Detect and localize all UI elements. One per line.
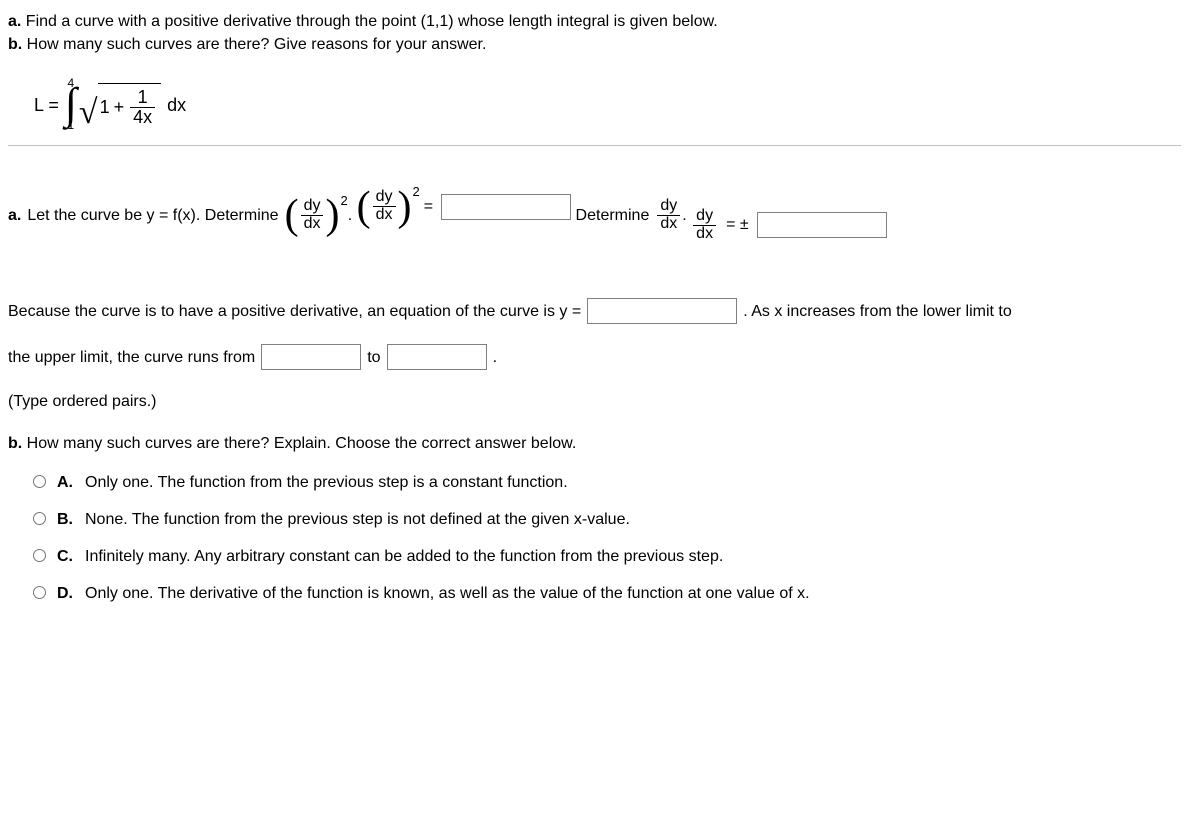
from-point-input[interactable] [261,344,361,370]
choice-a-text: Only one. The function from the previous… [85,471,568,494]
choice-c[interactable]: C. Infinitely many. Any arbitrary consta… [28,545,1181,568]
choice-c-text: Infinitely many. Any arbitrary constant … [85,545,723,568]
determine: Determine [576,204,650,227]
choice-a[interactable]: A. Only one. The function from the previ… [28,471,1181,494]
choice-c-radio[interactable] [33,549,46,562]
dx: dx [301,215,324,233]
equals: = [424,195,433,218]
dydx2-answer-row: ( dy dx ) 2 = [357,186,571,228]
part-a-label: a. [8,204,21,227]
y-equals-input[interactable] [587,298,737,324]
part-b-label: b. [8,435,22,452]
stem-a-label: a. [8,13,21,30]
dydx-sq-expr-2: ( dy dx ) [357,186,412,228]
dy: dy [693,208,716,225]
dy: dy [373,189,396,206]
choice-b-radio[interactable] [33,512,46,525]
choice-b[interactable]: B. None. The function from the previous … [28,508,1181,531]
frac-den: 4x [130,107,155,127]
dydx-input[interactable] [757,212,887,238]
plus: + [114,94,125,120]
stem-line-a: a. Find a curve with a positive derivati… [8,10,1181,33]
sentence-1: Because the curve is to have a positive … [8,300,581,323]
part-b-prompt: b. How many such curves are there? Expla… [8,432,1181,455]
choice-d-letter: D. [57,582,77,605]
integral-lhs: L = [34,92,59,118]
question-stem: a. Find a curve with a positive derivati… [8,10,1181,56]
dydx-frac-4: dy dx [693,208,716,243]
rparen-icon: ) [325,194,339,236]
determine-dydx-row: Determine dy dx . [576,198,687,233]
exponent-2: 2 [413,183,420,202]
dydx-frac-3: dy dx [657,198,680,233]
radical-icon: √ [79,99,98,126]
to: to [367,346,380,369]
dy: dy [301,198,324,215]
dx: dx [657,215,680,233]
sentence-2: . As x increases from the lower limit to [743,300,1012,323]
sqrt: √ 1 + 1 4x [79,83,161,127]
exponent-2: 2 [340,192,347,211]
stem-b-label: b. [8,36,22,53]
period2: . [682,204,686,227]
integral-lower: 1 [68,120,75,131]
stem-a-text: Find a curve with a positive derivative … [26,13,718,30]
period: . [348,204,352,227]
choice-d-text: Only one. The derivative of the function… [85,582,810,605]
dy: dy [657,198,680,215]
frac-1-4x: 1 4x [130,88,155,127]
lparen-icon: ( [357,186,371,228]
part-a-prompt-1: a. Let the curve be y = f(x). Determine … [8,194,352,236]
period3: . [493,346,497,369]
choice-b-letter: B. [57,508,77,531]
ordered-pairs-hint: (Type ordered pairs.) [8,390,1181,413]
divider [8,145,1181,146]
sentence-3: the upper limit, the curve runs from [8,346,255,369]
to-point-input[interactable] [387,344,487,370]
one: 1 [100,94,110,120]
choice-a-radio[interactable] [33,475,46,488]
stem-b-text: How many such curves are there? Give rea… [27,36,487,53]
part-b-text: How many such curves are there? Explain.… [27,435,577,452]
dx: dx [693,225,716,243]
dydx-pm-row: dy dx = ± [691,208,886,243]
integral-symbol: 4 ∫ 1 [65,78,77,130]
dydx-frac: dy dx [301,198,324,233]
dydx2-input[interactable] [441,194,571,220]
lparen-icon: ( [285,194,299,236]
choice-c-letter: C. [57,545,77,568]
dydx-frac-2: dy dx [373,189,396,224]
choice-b-text: None. The function from the previous ste… [85,508,630,531]
integral-glyph: ∫ [65,89,77,120]
frac-num: 1 [135,88,151,107]
stem-line-b: b. How many such curves are there? Give … [8,33,1181,56]
dx: dx [167,92,186,118]
rparen-icon: ) [398,186,412,228]
choice-d-radio[interactable] [33,586,46,599]
radicand: 1 + 1 4x [98,83,162,127]
curve-sentence: Because the curve is to have a positive … [8,298,1012,324]
equals-pm: = ± [726,213,749,236]
dx: dx [373,206,396,224]
dydx-sq-expr: ( dy dx ) [285,194,340,236]
choice-d[interactable]: D. Only one. The derivative of the funct… [28,582,1181,605]
part-a-intro: Let the curve be y = f(x). Determine [27,204,278,227]
choice-a-letter: A. [57,471,77,494]
choice-list: A. Only one. The function from the previ… [8,471,1181,606]
curve-sentence-2: the upper limit, the curve runs from to … [8,344,497,370]
length-integral: L = 4 ∫ 1 √ 1 + 1 4x dx [34,78,186,130]
